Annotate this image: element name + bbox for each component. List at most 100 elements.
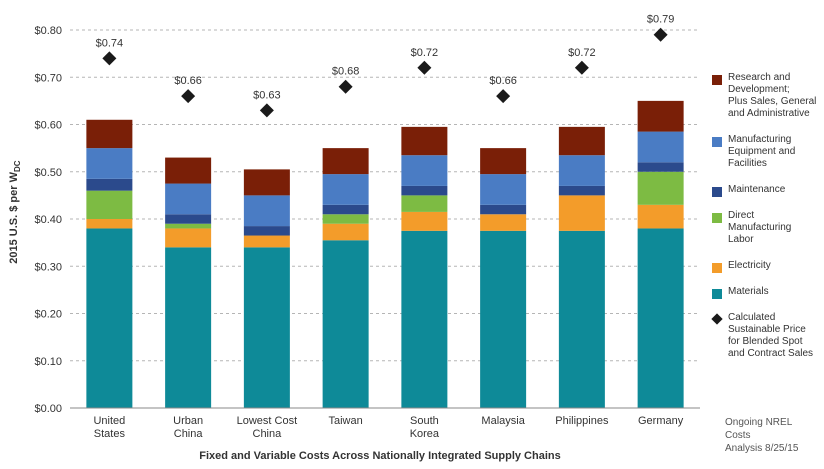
x-tick-label: Urban China [173,415,203,440]
x-tick-label-line: United [93,415,125,427]
bar-segment [558,195,605,231]
x-tick-label-line: Korea [410,428,440,440]
legend-label-line: Direct [728,210,755,221]
y-axis-ticks: $0.00 $0.10 $0.20 $0.30 $0.40 $0.50 $0.60 $0.70… [34,25,62,415]
bar-segment [401,211,448,231]
x-tick-label-line: States [94,428,126,440]
bar-segment [637,100,684,132]
bar-segment [243,169,290,196]
bar-segment [480,174,527,205]
bar-segment [86,219,133,229]
bar-segment [637,204,684,229]
price-label: $0.72 [568,47,596,59]
bar-segment [637,131,684,163]
bar-segment [322,214,369,224]
x-tick-label: United States [93,415,125,440]
footnote-line: Analysis 8/25/15 [725,443,799,454]
legend-swatch [712,137,722,147]
legend-swatch [712,187,722,197]
legend-label-line: Materials [728,286,769,297]
bar-segment [165,223,212,229]
x-tick-label-line: South [410,415,439,427]
x-tick-label: South Korea [410,415,440,440]
bar-segment [86,148,133,179]
price-markers: $0.74 $0.66 $0.63 $0.68 $0.72 $0.66 $0.72 $0.79 [96,14,675,118]
bar-segment [480,204,527,215]
y-tick-label: $0.40 [34,214,62,226]
y-tick-label: $0.70 [34,72,62,84]
bar-segment [322,204,369,215]
bar-segment [637,228,684,408]
legend-label: Manufacturing Equipment and Facilities [728,134,824,170]
legend-label: Direct Manufacturing Labor [728,210,824,246]
price-label: $0.66 [174,75,202,87]
y-tick-label: $0.20 [34,309,62,321]
price-label: $0.74 [96,37,124,49]
y-tick-label: $0.10 [34,356,62,368]
footnote-line: Ongoing NREL Costs [725,417,792,441]
bar-segment [165,228,212,248]
price-marker [102,51,117,66]
y-tick-label: $0.30 [34,261,62,273]
bar-segment [243,235,290,248]
x-tick-label: Taiwan [329,415,363,427]
price-marker [259,103,274,118]
x-tick-label-line: Malaysia [481,415,525,427]
legend-label-line: Plus Sales, General [728,96,817,107]
bar-segment [322,240,369,408]
price-marker [574,60,589,75]
bar-segment [558,185,605,196]
bar-segment [401,155,448,186]
legend-label-line: for Blended Spot [728,336,803,347]
legend-label: Materials [728,286,824,298]
legend-label-line: Equipment and [728,146,796,157]
legend-label-line: Maintenance [728,184,786,195]
legend-label: Maintenance [728,184,824,196]
legend-label-line: and Administrative [728,108,810,119]
bar-segment [243,247,290,408]
legend-label-line: Labor [728,234,754,245]
x-tick-label: Lowest Cost China [237,415,298,440]
y-axis-title: 2015 U.S. $ per WDC [8,127,22,297]
price-label: $0.66 [489,75,517,87]
legend-label-line: Calculated [728,312,776,323]
price-marker [338,79,353,94]
x-tick-label: Germany [638,415,684,427]
legend-label-line: and Contract Sales [728,348,814,359]
x-tick-label: Malaysia [481,415,525,427]
bar-segment [558,230,605,408]
price-label: $0.72 [411,47,439,59]
legend-label-line: Manufacturing [728,134,792,145]
y-axis-title-text: 2015 U.S. $ per W [7,172,20,264]
x-tick-label-line: Urban [173,415,203,427]
bar-segment [480,214,527,231]
bar-segment [165,214,212,224]
legend-label: Research and Development; Plus Sales, Gene… [728,72,824,120]
bar-segment [86,178,133,191]
bar-segment [322,148,369,175]
bar-segment [401,195,448,212]
x-tick-label-line: Germany [638,415,684,427]
gridlines [70,29,700,362]
bar-segment [86,190,133,219]
y-tick-label: $0.60 [34,120,62,132]
bars [86,100,684,408]
y-axis-title-subscript: DC [13,160,23,173]
price-label: $0.79 [647,14,675,26]
x-tick-label-line: China [253,428,283,440]
price-marker [181,89,196,104]
legend-swatch [712,213,722,223]
y-tick-label: $0.00 [34,403,62,415]
legend-swatch [712,263,722,273]
legend-label: Electricity [728,260,824,272]
bar-segment [401,230,448,408]
bar-segment [322,174,369,205]
bar-segment [558,155,605,186]
price-marker [417,60,432,75]
legend-swatch [712,75,722,85]
x-axis-title: Fixed and Variable Costs Across National… [199,450,561,462]
bar-segment [165,247,212,408]
legend-label-line: Electricity [728,260,771,271]
